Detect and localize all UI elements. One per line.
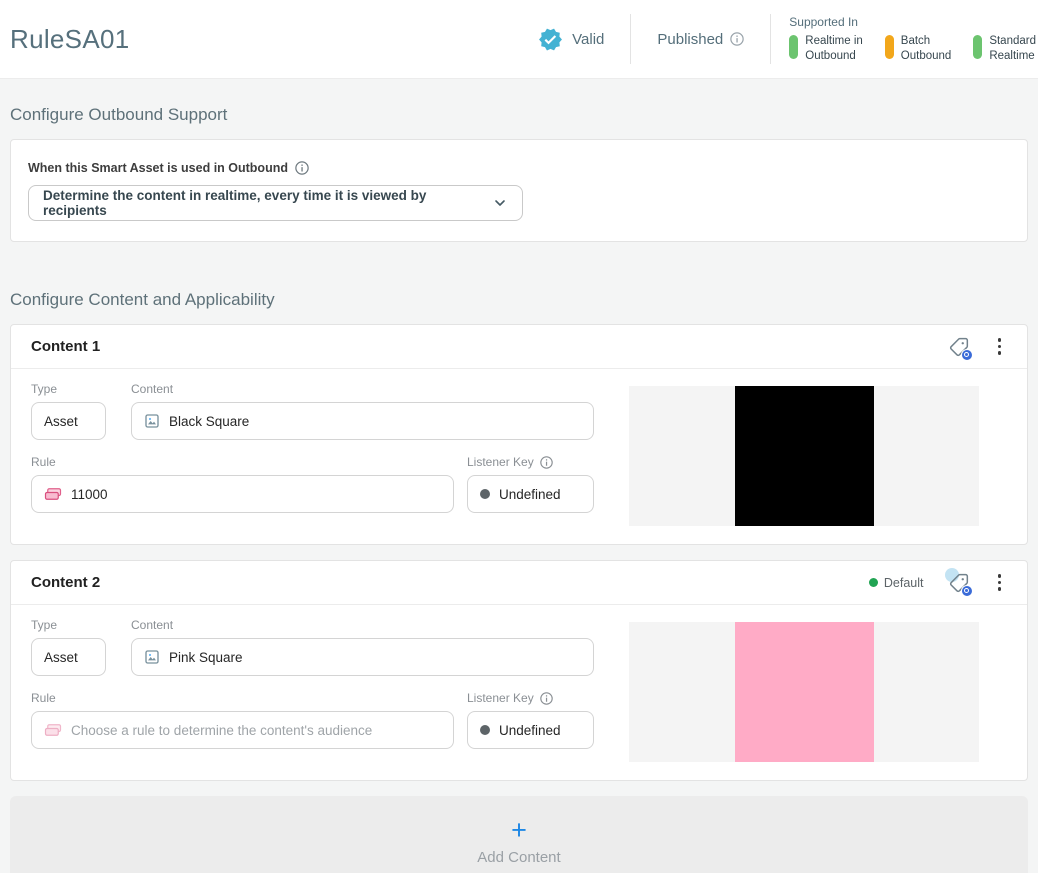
content-card-title: Content 1	[31, 338, 101, 355]
content-preview	[629, 386, 979, 526]
content-label: Content	[131, 382, 174, 396]
image-asset-icon	[144, 413, 160, 429]
content-label: Content	[131, 618, 174, 632]
rule-label: Rule	[31, 691, 56, 705]
published-label: Published	[657, 30, 724, 48]
divider	[770, 14, 772, 64]
rule-input[interactable]: 11000	[31, 475, 454, 513]
add-content-label: Add Content	[477, 849, 561, 866]
outbound-info-icon[interactable]	[295, 161, 309, 175]
rule-stack-icon	[44, 487, 62, 501]
page-header: RuleSA01 Valid Published Supported In Re…	[0, 0, 1038, 79]
rule-placeholder: Choose a rule to determine the content's…	[71, 722, 373, 738]
plus-icon: +	[511, 815, 527, 845]
header-status-bar: Valid Published Supported In Realtime in…	[512, 0, 1036, 78]
preview-image-pink-square	[734, 622, 874, 762]
support-pill-green	[789, 34, 799, 59]
content-card-2: Content 2 Default Type	[10, 560, 1028, 781]
kebab-menu-icon[interactable]	[994, 336, 1006, 357]
default-dot-icon	[868, 578, 878, 587]
valid-status: Valid	[512, 0, 630, 78]
listener-key-input[interactable]: Undefined	[467, 711, 594, 749]
support-item-batch-outbound: Batch Outbound	[884, 34, 951, 64]
image-asset-icon	[144, 649, 160, 665]
support-item-standard-realtime: Standard Realtime	[973, 34, 1036, 64]
support-pill-green	[973, 34, 983, 59]
undefined-dot-icon	[480, 489, 490, 499]
published-info-icon[interactable]	[730, 32, 745, 46]
outbound-support-card: When this Smart Asset is used in Outboun…	[10, 139, 1028, 242]
divider	[630, 14, 632, 64]
content-preview	[629, 622, 979, 762]
valid-label: Valid	[572, 30, 605, 48]
chevron-down-icon	[492, 195, 508, 211]
listener-key-info-icon[interactable]	[539, 455, 553, 469]
page-title: RuleSA01	[10, 23, 130, 54]
set-default-tag-icon[interactable]	[946, 335, 973, 361]
listener-key-label: Listener Key	[467, 455, 594, 469]
outbound-section-heading: Configure Outbound Support	[10, 105, 228, 124]
outbound-field-label: When this Smart Asset is used in Outboun…	[28, 161, 1007, 175]
content-input[interactable]: Pink Square	[131, 638, 594, 676]
listener-key-info-icon[interactable]	[539, 691, 553, 705]
content-section-heading: Configure Content and Applicability	[10, 290, 275, 309]
type-input[interactable]: Asset	[31, 638, 106, 676]
rule-stack-icon	[44, 723, 62, 737]
content-card-1: Content 1 Type Asset	[10, 324, 1028, 545]
support-pill-orange	[884, 34, 894, 59]
content-card-title: Content 2	[31, 574, 101, 591]
supported-in-block: Supported In Realtime in Outbound Batch Ou…	[771, 0, 1036, 78]
supported-in-label: Supported In	[789, 14, 858, 29]
outbound-mode-select[interactable]: Determine the content in realtime, every…	[28, 185, 523, 221]
preview-image-black-square	[734, 386, 874, 526]
valid-seal-icon	[538, 27, 563, 52]
outbound-mode-value: Determine the content in realtime, every…	[43, 188, 427, 218]
listener-key-input[interactable]: Undefined	[467, 475, 594, 513]
rule-label: Rule	[31, 455, 56, 469]
listener-key-label: Listener Key	[467, 691, 594, 705]
content-input[interactable]: Black Square	[131, 402, 594, 440]
kebab-menu-icon[interactable]	[994, 572, 1006, 593]
type-input[interactable]: Asset	[31, 402, 106, 440]
type-label: Type	[31, 382, 58, 396]
rule-input[interactable]: Choose a rule to determine the content's…	[31, 711, 454, 749]
add-content-button[interactable]: + Add Content	[10, 796, 1028, 873]
published-status: Published	[631, 0, 770, 78]
set-default-tag-icon[interactable]	[944, 567, 973, 597]
default-status-badge: Default	[868, 576, 924, 590]
undefined-dot-icon	[480, 725, 490, 735]
support-item-realtime-outbound: Realtime in Outbound	[789, 34, 863, 64]
type-label: Type	[31, 618, 58, 632]
